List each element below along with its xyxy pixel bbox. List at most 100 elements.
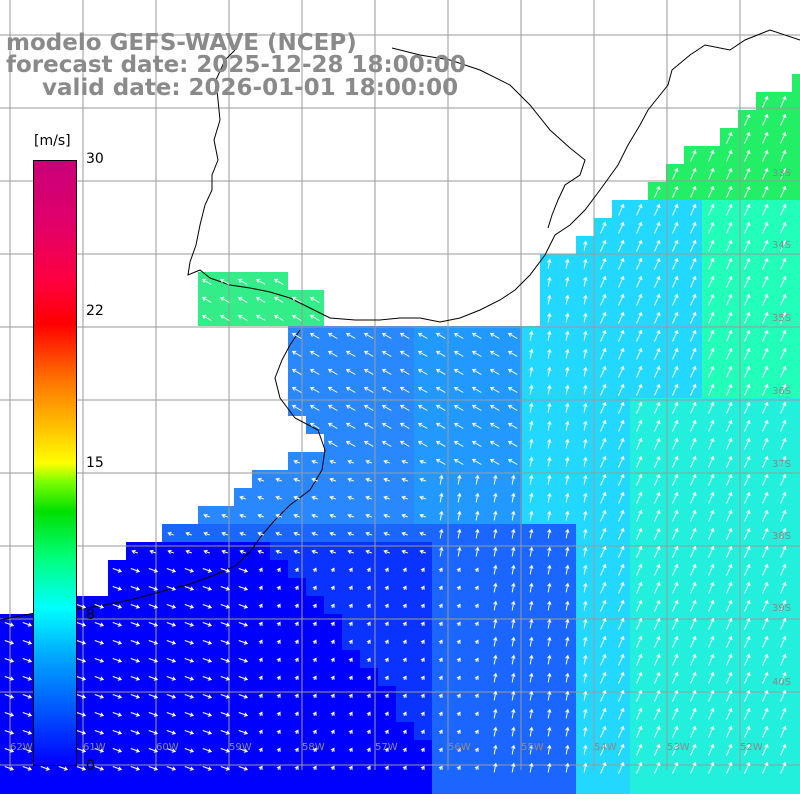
wind-arrow bbox=[471, 458, 482, 465]
wind-arrow bbox=[780, 491, 787, 504]
wind-arrow bbox=[417, 422, 428, 429]
wind-arrow bbox=[420, 603, 425, 608]
wind-arrow bbox=[618, 581, 625, 594]
wind-arrow bbox=[474, 567, 479, 572]
wind-speed-cell bbox=[360, 506, 378, 524]
wind-speed-cell bbox=[450, 776, 468, 794]
wind-arrow bbox=[345, 404, 356, 411]
wind-arrow bbox=[708, 419, 715, 432]
wind-arrow bbox=[417, 386, 428, 393]
wind-arrow bbox=[600, 635, 607, 648]
wind-arrow bbox=[112, 568, 123, 573]
wind-arrow bbox=[744, 419, 751, 432]
wind-arrow bbox=[258, 747, 263, 752]
wind-speed-cell bbox=[450, 452, 468, 470]
wind-arrow bbox=[565, 348, 570, 359]
wind-arrow bbox=[345, 368, 356, 375]
wind-arrow bbox=[583, 456, 588, 467]
wind-speed-cell bbox=[558, 776, 576, 794]
wind-arrow bbox=[294, 585, 299, 590]
wind-arrow bbox=[363, 368, 374, 375]
wind-arrow bbox=[726, 401, 733, 414]
wind-arrow bbox=[438, 711, 443, 716]
wind-speed-cell bbox=[198, 722, 216, 740]
wind-arrow bbox=[22, 694, 33, 699]
wind-speed-cell bbox=[162, 722, 180, 740]
wind-arrow bbox=[762, 473, 769, 486]
wind-arrow bbox=[493, 564, 498, 575]
wind-arrow bbox=[276, 765, 281, 770]
wind-arrow bbox=[312, 657, 317, 662]
wind-arrow bbox=[420, 657, 425, 662]
wind-arrow bbox=[744, 203, 751, 216]
wind-arrow bbox=[583, 564, 588, 575]
wind-arrow bbox=[672, 581, 679, 594]
wind-arrow bbox=[744, 761, 751, 774]
wind-arrow bbox=[275, 531, 282, 537]
wind-speed-cell bbox=[414, 362, 432, 380]
wind-speed-cell bbox=[270, 542, 288, 560]
wind-arrow bbox=[618, 761, 625, 774]
wind-arrow bbox=[654, 365, 661, 378]
wind-arrow bbox=[636, 473, 643, 486]
wind-speed-cell bbox=[450, 362, 468, 380]
wind-arrow bbox=[636, 203, 643, 216]
wind-arrow bbox=[167, 549, 174, 555]
wind-arrow bbox=[220, 694, 231, 699]
wind-arrow bbox=[311, 495, 318, 501]
wind-arrow bbox=[744, 617, 751, 630]
wind-arrow bbox=[493, 636, 498, 647]
wind-arrow bbox=[294, 567, 299, 572]
wind-speed-cell bbox=[108, 560, 126, 578]
wind-arrow bbox=[489, 458, 500, 465]
wind-arrow bbox=[547, 366, 552, 377]
wind-arrow bbox=[780, 149, 787, 162]
wind-arrow bbox=[547, 420, 552, 431]
wind-speed-cell bbox=[792, 164, 800, 182]
wind-arrow bbox=[762, 113, 769, 126]
wind-arrow bbox=[690, 707, 697, 720]
wind-arrow bbox=[58, 766, 69, 771]
wind-arrow bbox=[780, 275, 787, 288]
wind-arrow bbox=[583, 546, 588, 557]
wind-arrow bbox=[327, 386, 338, 393]
wind-arrow bbox=[636, 455, 643, 468]
wind-arrow bbox=[475, 546, 480, 557]
wind-speed-cell bbox=[180, 704, 198, 722]
wind-arrow bbox=[708, 401, 715, 414]
wind-speed-cell bbox=[342, 362, 360, 380]
wind-arrow bbox=[348, 729, 353, 734]
wind-speed-cell bbox=[234, 650, 252, 668]
wind-arrow bbox=[456, 657, 461, 662]
wind-arrow bbox=[672, 563, 679, 576]
wind-arrow bbox=[419, 495, 426, 501]
wind-arrow bbox=[219, 278, 230, 285]
wind-arrow bbox=[565, 456, 570, 467]
wind-arrow bbox=[618, 725, 625, 738]
wind-arrow bbox=[363, 422, 374, 429]
wind-speed-cell bbox=[792, 668, 800, 686]
wind-arrow bbox=[294, 711, 299, 716]
wind-arrow bbox=[726, 257, 733, 270]
wind-arrow bbox=[583, 708, 588, 719]
wind-arrow bbox=[366, 729, 371, 734]
wind-arrow bbox=[654, 347, 661, 360]
wind-arrow bbox=[762, 689, 769, 702]
wind-arrow bbox=[365, 495, 372, 501]
wind-speed-cell bbox=[72, 776, 90, 794]
wind-speed-cell bbox=[162, 704, 180, 722]
wind-arrow bbox=[708, 455, 715, 468]
valid-date: valid date: 2026-01-01 18:00:00 bbox=[42, 75, 459, 101]
wind-arrow bbox=[672, 509, 679, 522]
wind-arrow bbox=[744, 545, 751, 558]
wind-speed-cell bbox=[486, 416, 504, 434]
wind-arrow bbox=[708, 689, 715, 702]
wind-arrow bbox=[672, 383, 679, 396]
wind-arrow bbox=[327, 422, 338, 429]
wind-arrow bbox=[419, 477, 426, 483]
wind-arrow bbox=[618, 257, 625, 270]
wind-arrow bbox=[184, 712, 195, 717]
wind-arrow bbox=[402, 657, 407, 662]
wind-arrow bbox=[690, 275, 697, 288]
wind-speed-cell bbox=[486, 380, 504, 398]
